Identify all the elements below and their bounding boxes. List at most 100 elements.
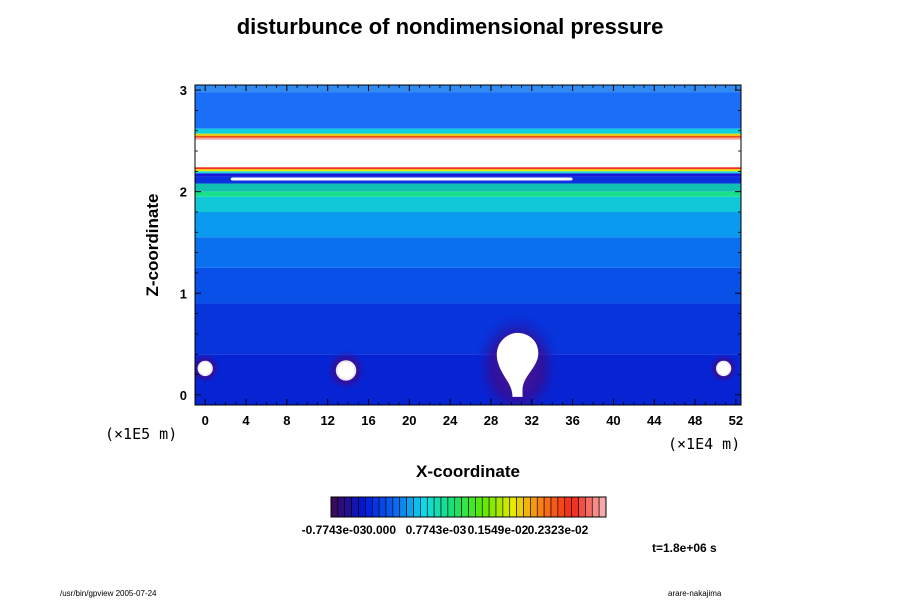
colorbar-cell xyxy=(516,496,524,518)
chart-title: disturbunce of nondimensional pressure xyxy=(236,14,664,39)
contour-band xyxy=(195,139,741,168)
x-tick-label: 4 xyxy=(242,413,250,428)
contour-band xyxy=(195,267,741,304)
colorbar-cell xyxy=(351,496,359,518)
contour-band xyxy=(195,85,741,93)
y-axis: 0 1 2 3 xyxy=(180,83,741,403)
contour-band xyxy=(195,171,741,174)
colorbar-cell xyxy=(578,496,586,518)
colorbar-cell xyxy=(440,496,449,518)
contour-band xyxy=(195,137,741,140)
colorbar-cell xyxy=(392,496,401,518)
footer-left: /usr/bin/gpview 2005-07-24 xyxy=(60,589,157,598)
colorbar-cell xyxy=(571,496,579,518)
footer-right: arare-nakajima xyxy=(668,589,722,598)
colorbar-cell xyxy=(426,496,435,518)
colorbar-label: 0.7743e-03 xyxy=(406,523,467,537)
colorbar-cell xyxy=(543,496,552,518)
colorbar-cell xyxy=(378,496,387,518)
colorbar-cell xyxy=(550,496,559,518)
colorbar-cell xyxy=(523,496,531,518)
colorbar-cell xyxy=(488,496,497,518)
time-label: t=1.8e+06 s xyxy=(652,541,717,555)
colorbar-cell xyxy=(564,496,572,518)
colorbar-cell xyxy=(468,496,476,518)
y-axis-title: Z-coordinate xyxy=(143,194,162,297)
contour-band xyxy=(195,303,741,355)
colorbar-cell xyxy=(502,496,511,518)
colorbar-cell xyxy=(598,496,607,518)
contour-band xyxy=(195,354,741,405)
colorbar-cell xyxy=(399,496,407,518)
plot-frame xyxy=(194,84,742,406)
x-tick-label: 40 xyxy=(606,413,620,428)
colorbar-cell xyxy=(557,496,566,518)
colorbar-cell xyxy=(365,496,373,518)
x-tick-label: 36 xyxy=(565,413,579,428)
y-scale-label: (×1E5 m) xyxy=(105,425,177,443)
contour-band xyxy=(195,167,741,170)
colorbar-cell xyxy=(420,496,428,518)
colorbar-labels: -0.7743e-03 0.000 0.7743e-03 0.1549e-02 0.23… xyxy=(302,523,589,537)
undefined-circle-core xyxy=(337,362,355,379)
colorbar-cell xyxy=(447,496,456,518)
contour-band xyxy=(195,211,741,238)
colorbar-cell xyxy=(591,496,600,518)
undefined-circle-core xyxy=(199,362,212,375)
colorbar xyxy=(330,496,607,518)
colorbar-cell xyxy=(330,496,339,518)
colorbar-cell xyxy=(358,496,366,518)
x-tick-label: 52 xyxy=(729,413,743,428)
contour-band xyxy=(195,183,741,192)
contour-field xyxy=(195,85,741,405)
y-tick-label: 1 xyxy=(180,286,187,301)
x-tick-label: 16 xyxy=(361,413,375,428)
colorbar-label: 0.2323e-02 xyxy=(528,523,589,537)
colorbar-cell xyxy=(536,496,545,518)
contour-band xyxy=(195,196,741,212)
colorbar-cell xyxy=(461,496,469,518)
x-tick-label: 28 xyxy=(484,413,498,428)
x-tick-label: 8 xyxy=(283,413,290,428)
colorbar-label: 0.000 xyxy=(366,523,396,537)
undefined-bar xyxy=(230,177,573,181)
colorbar-cell xyxy=(344,496,352,518)
colorbar-label: -0.7743e-03 xyxy=(302,523,367,537)
x-tick-label: 12 xyxy=(320,413,334,428)
colorbar-cell xyxy=(371,496,380,518)
colorbar-cell xyxy=(337,496,346,518)
y-tick-label: 3 xyxy=(180,83,187,98)
colorbar-cell xyxy=(406,496,414,518)
colorbar-cell xyxy=(495,496,504,518)
y-tick-label: 0 xyxy=(180,388,187,403)
colorbar-cell xyxy=(509,496,517,518)
colorbar-cell xyxy=(585,496,593,518)
colorbar-label: 0.1549e-02 xyxy=(468,523,529,537)
colorbar-cell xyxy=(481,496,490,518)
x-scale-label: (×1E4 m) xyxy=(668,435,740,453)
colorbar-cell xyxy=(433,496,442,518)
y-tick-label: 2 xyxy=(180,185,187,200)
x-tick-label: 48 xyxy=(688,413,702,428)
undefined-regions xyxy=(195,177,740,405)
undefined-plume xyxy=(496,332,539,397)
x-tick-label: 24 xyxy=(443,413,458,428)
x-tick-label: 20 xyxy=(402,413,416,428)
colorbar-cell xyxy=(475,496,483,518)
contour-band xyxy=(195,237,741,268)
contour-band xyxy=(195,191,741,197)
colorbar-cell xyxy=(385,496,394,518)
colorbar-cell xyxy=(454,496,462,518)
colorbar-cell xyxy=(413,496,421,518)
colorbar-cell xyxy=(530,496,538,518)
contour-band xyxy=(195,128,741,134)
x-tick-label: 44 xyxy=(647,413,662,428)
contour-band xyxy=(195,92,741,129)
contour-band xyxy=(195,173,741,177)
undefined-circle-core xyxy=(717,362,730,375)
x-tick-label: 32 xyxy=(525,413,539,428)
x-axis: 0 4 8 12 16 20 24 28 32 36 40 44 48 52 xyxy=(202,85,743,428)
contour-band xyxy=(195,135,741,138)
contour-band xyxy=(195,133,741,136)
